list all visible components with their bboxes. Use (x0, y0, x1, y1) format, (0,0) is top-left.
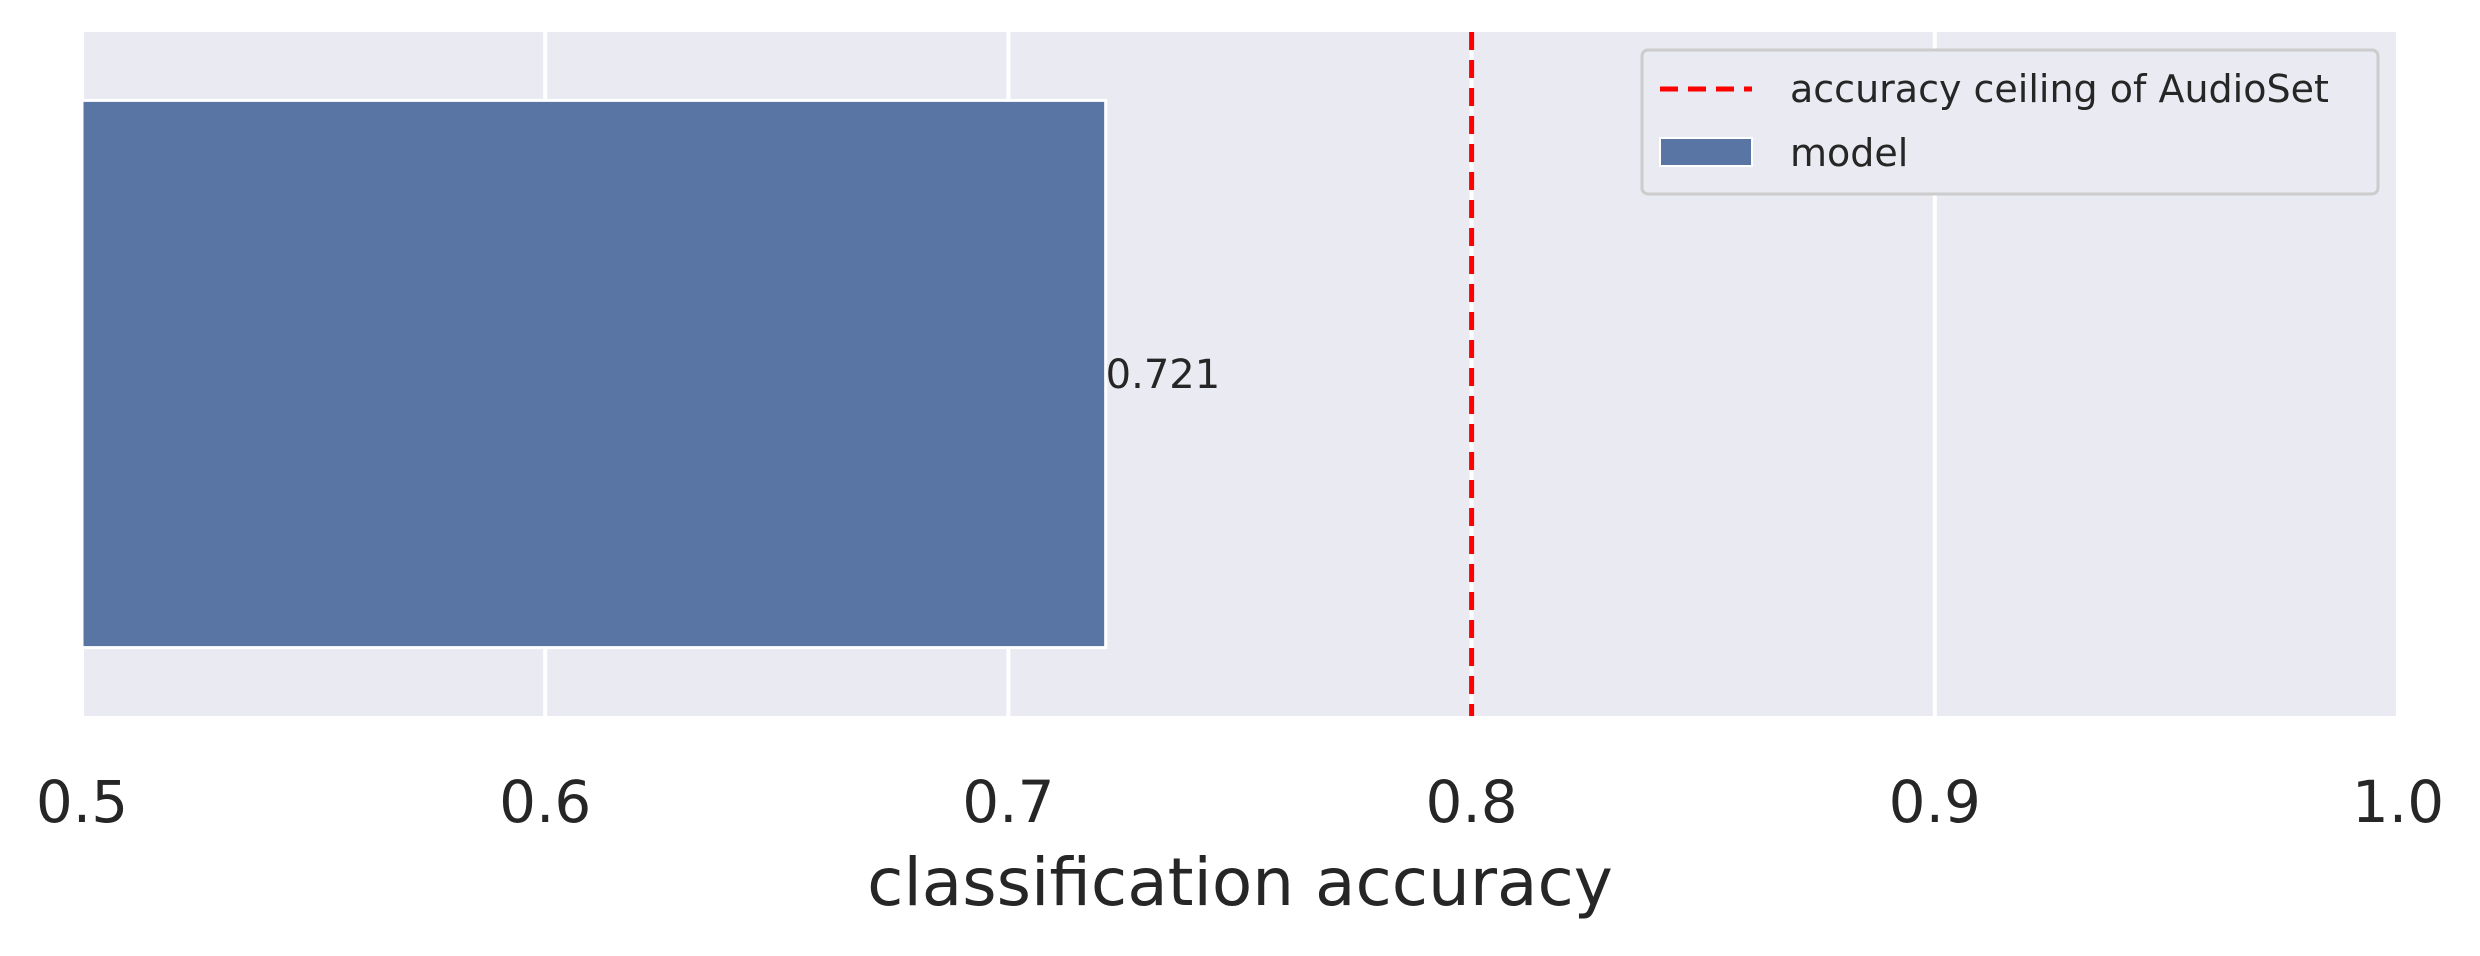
legend: accuracy ceiling of AudioSet model (1640, 48, 2380, 196)
x-tick-label: 0.7 (962, 768, 1054, 836)
x-tick-label: 0.6 (499, 768, 591, 836)
bars: 0.721 (80, 98, 1221, 650)
legend-label-model: model (1790, 131, 1908, 175)
x-tick-label: 0.9 (1889, 768, 1981, 836)
legend-box (1640, 48, 2380, 196)
x-tick-label: 0.5 (36, 768, 128, 836)
x-tick-label: 0.8 (1425, 768, 1517, 836)
x-tick-label: 1.0 (2352, 768, 2444, 836)
bar-value-label: 0.721 (1106, 352, 1221, 398)
x-axis-label: classification accuracy (867, 844, 1613, 921)
bar-model (80, 98, 1108, 650)
legend-label-ceiling: accuracy ceiling of AudioSet (1790, 67, 2329, 111)
x-tick-labels: 0.5 0.6 0.7 0.8 0.9 1.0 (36, 768, 2444, 836)
legend-swatch-model (1659, 137, 1753, 167)
